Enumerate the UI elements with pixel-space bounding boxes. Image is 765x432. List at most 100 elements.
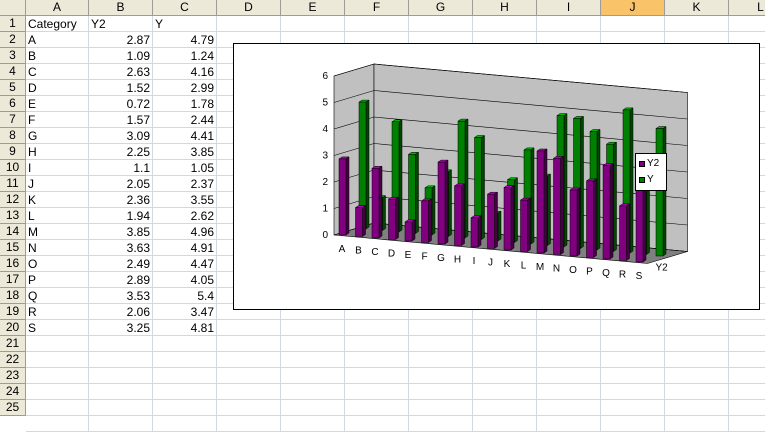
cell-a11[interactable]: J xyxy=(28,177,34,191)
cell-b7[interactable]: 1.57 xyxy=(126,113,150,127)
cell-b3[interactable]: 1.09 xyxy=(126,49,150,63)
column-header-g[interactable]: G xyxy=(409,0,473,16)
row-header-12[interactable]: 12 xyxy=(0,192,26,208)
cell-c12[interactable]: 3.55 xyxy=(190,193,214,207)
cell-c9[interactable]: 3.85 xyxy=(190,145,214,159)
select-all-corner[interactable] xyxy=(0,0,26,16)
chart-legend[interactable]: Y2 Y xyxy=(635,153,667,191)
cell-a13[interactable]: L xyxy=(28,209,35,223)
column-header-h[interactable]: H xyxy=(473,0,537,16)
row-header-14[interactable]: 14 xyxy=(0,224,26,240)
cell-c6[interactable]: 1.78 xyxy=(190,97,214,111)
cell-c20[interactable]: 4.81 xyxy=(190,321,214,335)
cell-c8[interactable]: 4.41 xyxy=(190,129,214,143)
row-header-10[interactable]: 10 xyxy=(0,160,26,176)
cell-a12[interactable]: K xyxy=(28,193,37,207)
cell-a19[interactable]: R xyxy=(28,305,37,319)
cell-b10[interactable]: 1.1 xyxy=(133,161,150,175)
cell-c10[interactable]: 1.05 xyxy=(190,161,214,175)
cell-c7[interactable]: 2.44 xyxy=(190,113,214,127)
row-header-3[interactable]: 3 xyxy=(0,48,26,64)
cell-c1[interactable]: Y xyxy=(155,17,164,31)
column-header-b[interactable]: B xyxy=(89,0,153,16)
row-header-23[interactable]: 23 xyxy=(0,368,26,384)
column-header-c[interactable]: C xyxy=(153,0,217,16)
cell-c16[interactable]: 4.47 xyxy=(190,257,214,271)
cell-c11[interactable]: 2.37 xyxy=(190,177,214,191)
cell-c3[interactable]: 1.24 xyxy=(190,49,214,63)
cell-b17[interactable]: 2.89 xyxy=(126,273,150,287)
cell-a1[interactable]: Category xyxy=(28,17,77,31)
cell-b19[interactable]: 2.06 xyxy=(126,305,150,319)
cell-b6[interactable]: 0.72 xyxy=(126,97,150,111)
cell-b2[interactable]: 2.87 xyxy=(126,33,150,47)
column-header-l[interactable]: L xyxy=(729,0,765,16)
row-header-2[interactable]: 2 xyxy=(0,32,26,48)
row-header-17[interactable]: 17 xyxy=(0,272,26,288)
column-header-d[interactable]: D xyxy=(217,0,281,16)
cell-a6[interactable]: E xyxy=(28,97,37,111)
row-header-7[interactable]: 7 xyxy=(0,112,26,128)
row-header-8[interactable]: 8 xyxy=(0,128,26,144)
column-header-j[interactable]: J xyxy=(601,0,665,16)
cell-b11[interactable]: 2.05 xyxy=(126,177,150,191)
cell-b15[interactable]: 3.63 xyxy=(126,241,150,255)
cell-a15[interactable]: N xyxy=(28,241,37,255)
row-header-24[interactable]: 24 xyxy=(0,384,26,400)
cell-b4[interactable]: 2.63 xyxy=(126,65,150,79)
column-header-i[interactable]: I xyxy=(537,0,601,16)
column-header-f[interactable]: F xyxy=(345,0,409,16)
cell-c4[interactable]: 4.16 xyxy=(190,65,214,79)
cell-a7[interactable]: F xyxy=(28,113,36,127)
cell-b20[interactable]: 3.25 xyxy=(126,321,150,335)
cell-c17[interactable]: 4.05 xyxy=(190,273,214,287)
row-header-19[interactable]: 19 xyxy=(0,304,26,320)
cell-a18[interactable]: Q xyxy=(28,289,38,303)
cell-a5[interactable]: D xyxy=(28,81,37,95)
row-header-5[interactable]: 5 xyxy=(0,80,26,96)
cell-b12[interactable]: 2.36 xyxy=(126,193,150,207)
cell-c14[interactable]: 4.96 xyxy=(190,225,214,239)
cell-b13[interactable]: 1.94 xyxy=(126,209,150,223)
cell-c18[interactable]: 5.4 xyxy=(197,289,214,303)
row-header-9[interactable]: 9 xyxy=(0,144,26,160)
row-header-18[interactable]: 18 xyxy=(0,288,26,304)
cell-c19[interactable]: 3.47 xyxy=(190,305,214,319)
cell-b8[interactable]: 3.09 xyxy=(126,129,150,143)
cell-c15[interactable]: 4.91 xyxy=(190,241,214,255)
column-header-k[interactable]: K xyxy=(665,0,729,16)
row-header-11[interactable]: 11 xyxy=(0,176,26,192)
row-header-16[interactable]: 16 xyxy=(0,256,26,272)
cell-c5[interactable]: 2.99 xyxy=(190,81,214,95)
row-header-1[interactable]: 1 xyxy=(0,16,26,32)
cell-b9[interactable]: 2.25 xyxy=(126,145,150,159)
cell-a14[interactable]: M xyxy=(28,225,38,239)
cell-a8[interactable]: G xyxy=(28,129,38,143)
cell-a9[interactable]: H xyxy=(28,145,37,159)
column-header-e[interactable]: E xyxy=(281,0,345,16)
cell-b14[interactable]: 3.85 xyxy=(126,225,150,239)
row-header-22[interactable]: 22 xyxy=(0,352,26,368)
row-header-21[interactable]: 21 xyxy=(0,336,26,352)
cell-a20[interactable]: S xyxy=(28,321,37,335)
column-header-a[interactable]: A xyxy=(26,0,89,16)
cell-b16[interactable]: 2.49 xyxy=(126,257,150,271)
cell-a2[interactable]: A xyxy=(28,33,37,47)
cell-c2[interactable]: 4.79 xyxy=(190,33,214,47)
cell-a3[interactable]: B xyxy=(28,49,37,63)
cell-c13[interactable]: 2.62 xyxy=(190,209,214,223)
cell-a17[interactable]: P xyxy=(28,273,37,287)
row-header-6[interactable]: 6 xyxy=(0,96,26,112)
cell-a4[interactable]: C xyxy=(28,65,37,79)
row-header-25[interactable]: 25 xyxy=(0,400,26,416)
cell-b1[interactable]: Y2 xyxy=(91,17,106,31)
chart-object[interactable]: 0 1 2 3 4 5 6 A B C D E F G H I J K L M N O P Q R S Y2 Y2 Y xyxy=(233,43,760,310)
row-header-4[interactable]: 4 xyxy=(0,64,26,80)
cell-b5[interactable]: 1.52 xyxy=(126,81,150,95)
cell-a10[interactable]: I xyxy=(28,161,32,175)
row-header-15[interactable]: 15 xyxy=(0,240,26,256)
cell-a16[interactable]: O xyxy=(28,257,38,271)
row-header-13[interactable]: 13 xyxy=(0,208,26,224)
row-header-20[interactable]: 20 xyxy=(0,320,26,336)
cell-b18[interactable]: 3.53 xyxy=(126,289,150,303)
